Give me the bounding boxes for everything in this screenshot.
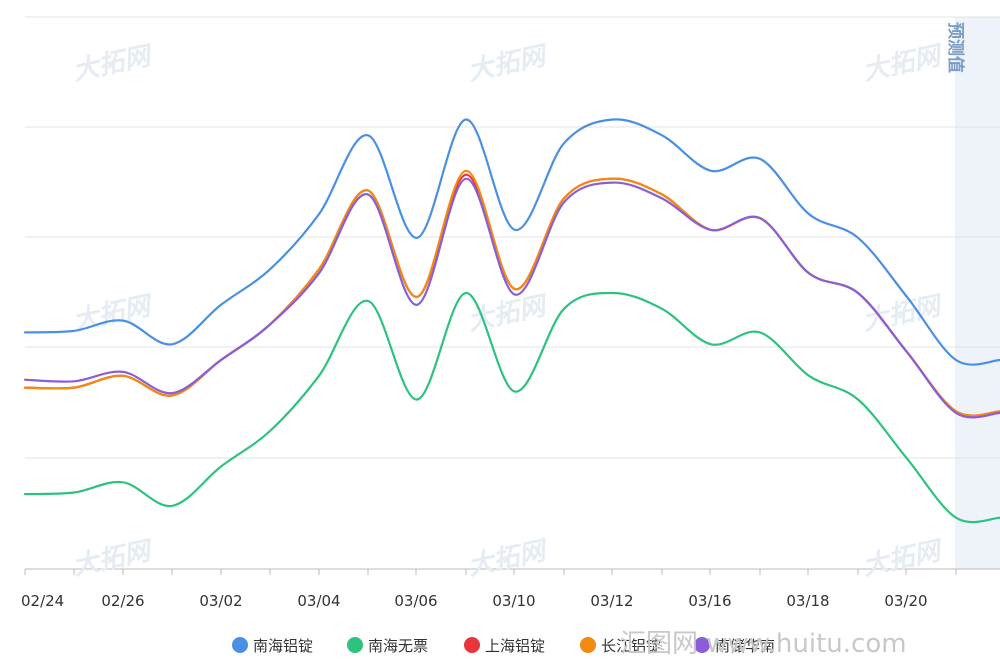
legend-label: 南海无票: [368, 637, 428, 655]
legend-item[interactable]: 南储华南: [694, 637, 775, 655]
legend-label: 南储华南: [715, 637, 775, 655]
legend-label: 南海铝锭: [253, 637, 313, 655]
x-tick-label: 03/04: [297, 592, 340, 610]
series-line-2: [23, 291, 1000, 524]
watermark: 大拓网: [70, 535, 156, 581]
series-line-3: [23, 173, 1000, 417]
x-tick-label: 02/26: [101, 592, 144, 610]
x-tick-label: 02/24: [21, 592, 64, 610]
watermark: 大拓网: [70, 40, 156, 86]
legend-dot: [694, 637, 710, 653]
legend-dot: [347, 637, 363, 653]
x-tick-label: 03/18: [786, 592, 829, 610]
legend-item[interactable]: 南海铝锭: [232, 637, 313, 655]
legend-label: 长江铝锭: [601, 637, 661, 655]
series-line-5: [23, 177, 1000, 419]
watermark: 大拓网: [860, 290, 946, 336]
x-tick-label: 03/20: [884, 592, 927, 610]
watermark: 大拓网: [465, 290, 551, 336]
x-tick-label: 03/10: [492, 592, 535, 610]
watermark: 大拓网: [465, 40, 551, 86]
legend-label: 上海铝锭: [485, 637, 545, 655]
legend-dot: [464, 637, 480, 653]
footer-watermark: 汇图网 www.huitu.com: [620, 629, 907, 659]
legend-item[interactable]: 上海铝锭: [464, 637, 545, 655]
watermark: 大拓网: [860, 40, 946, 86]
legend-dot: [580, 637, 596, 653]
x-tick-label: 03/16: [688, 592, 731, 610]
forecast-label: 预测值: [945, 22, 966, 73]
x-tick-label: 03/12: [590, 592, 633, 610]
series-line-1: [23, 118, 1000, 366]
x-tick-label: 03/02: [199, 592, 242, 610]
x-tick-label: 03/06: [394, 592, 437, 610]
forecast-region: [955, 17, 1000, 569]
legend-dot: [232, 637, 248, 653]
legend-item[interactable]: 长江铝锭: [580, 637, 661, 655]
watermark: 大拓网: [465, 535, 551, 581]
watermark: 大拓网: [860, 535, 946, 581]
legend-item[interactable]: 南海无票: [347, 637, 428, 655]
